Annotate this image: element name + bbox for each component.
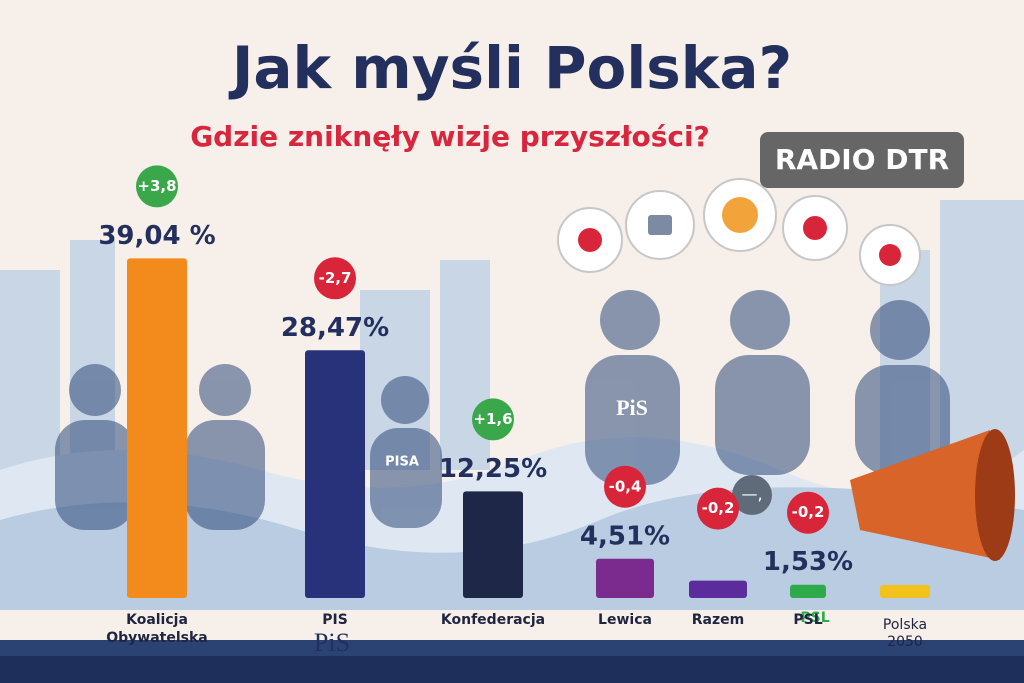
category-label: PSL bbox=[793, 612, 822, 628]
change-bubble bbox=[604, 465, 646, 508]
logo: PiS bbox=[314, 628, 350, 657]
change-bubble bbox=[472, 398, 514, 441]
logo: PSL bbox=[800, 610, 829, 626]
subtitle: Gdzie zniknęły wizje przyszłości? bbox=[190, 120, 710, 153]
bar bbox=[463, 491, 523, 598]
category-label: Polska 2050 bbox=[883, 617, 927, 650]
value-label: 4,51% bbox=[580, 521, 670, 551]
change-bubble bbox=[136, 165, 178, 208]
floating-bubble bbox=[732, 475, 772, 515]
title: Jak myśli Polska? bbox=[228, 34, 792, 102]
change-label: +1,6 bbox=[473, 410, 512, 428]
change-bubble bbox=[314, 257, 356, 300]
category-label: PIS bbox=[322, 612, 348, 628]
change-label: -0,2 bbox=[792, 503, 825, 521]
badge: RADIO DTR bbox=[775, 143, 949, 176]
shirt-text: PiS bbox=[616, 395, 648, 420]
floating-label: —, bbox=[741, 485, 762, 504]
change-label: -0,4 bbox=[609, 477, 642, 495]
megaphone bbox=[850, 429, 1015, 561]
category-label: Konfederacja bbox=[441, 612, 545, 628]
bar bbox=[880, 584, 930, 598]
bar bbox=[596, 558, 654, 598]
bar bbox=[790, 584, 826, 598]
category-label: Koalicja Obywatelska bbox=[106, 612, 208, 646]
change-label: -0,2 bbox=[702, 499, 735, 517]
value-label: 39,04 % bbox=[98, 221, 215, 251]
value-label: 12,25% bbox=[439, 454, 547, 484]
change-label: +3,8 bbox=[137, 177, 176, 195]
value-label: 28,47% bbox=[281, 313, 389, 343]
value-label: 1,53% bbox=[763, 547, 853, 577]
bar bbox=[305, 350, 365, 598]
category-label: Lewica bbox=[598, 612, 652, 628]
change-label: -2,7 bbox=[319, 269, 352, 287]
change-bubble bbox=[787, 491, 829, 534]
category-label: Razem bbox=[692, 612, 744, 628]
shirt-text: PISA bbox=[385, 455, 419, 470]
bar bbox=[689, 580, 747, 598]
change-bubble bbox=[697, 487, 739, 530]
bar bbox=[127, 258, 187, 598]
badge-bg bbox=[760, 132, 964, 188]
